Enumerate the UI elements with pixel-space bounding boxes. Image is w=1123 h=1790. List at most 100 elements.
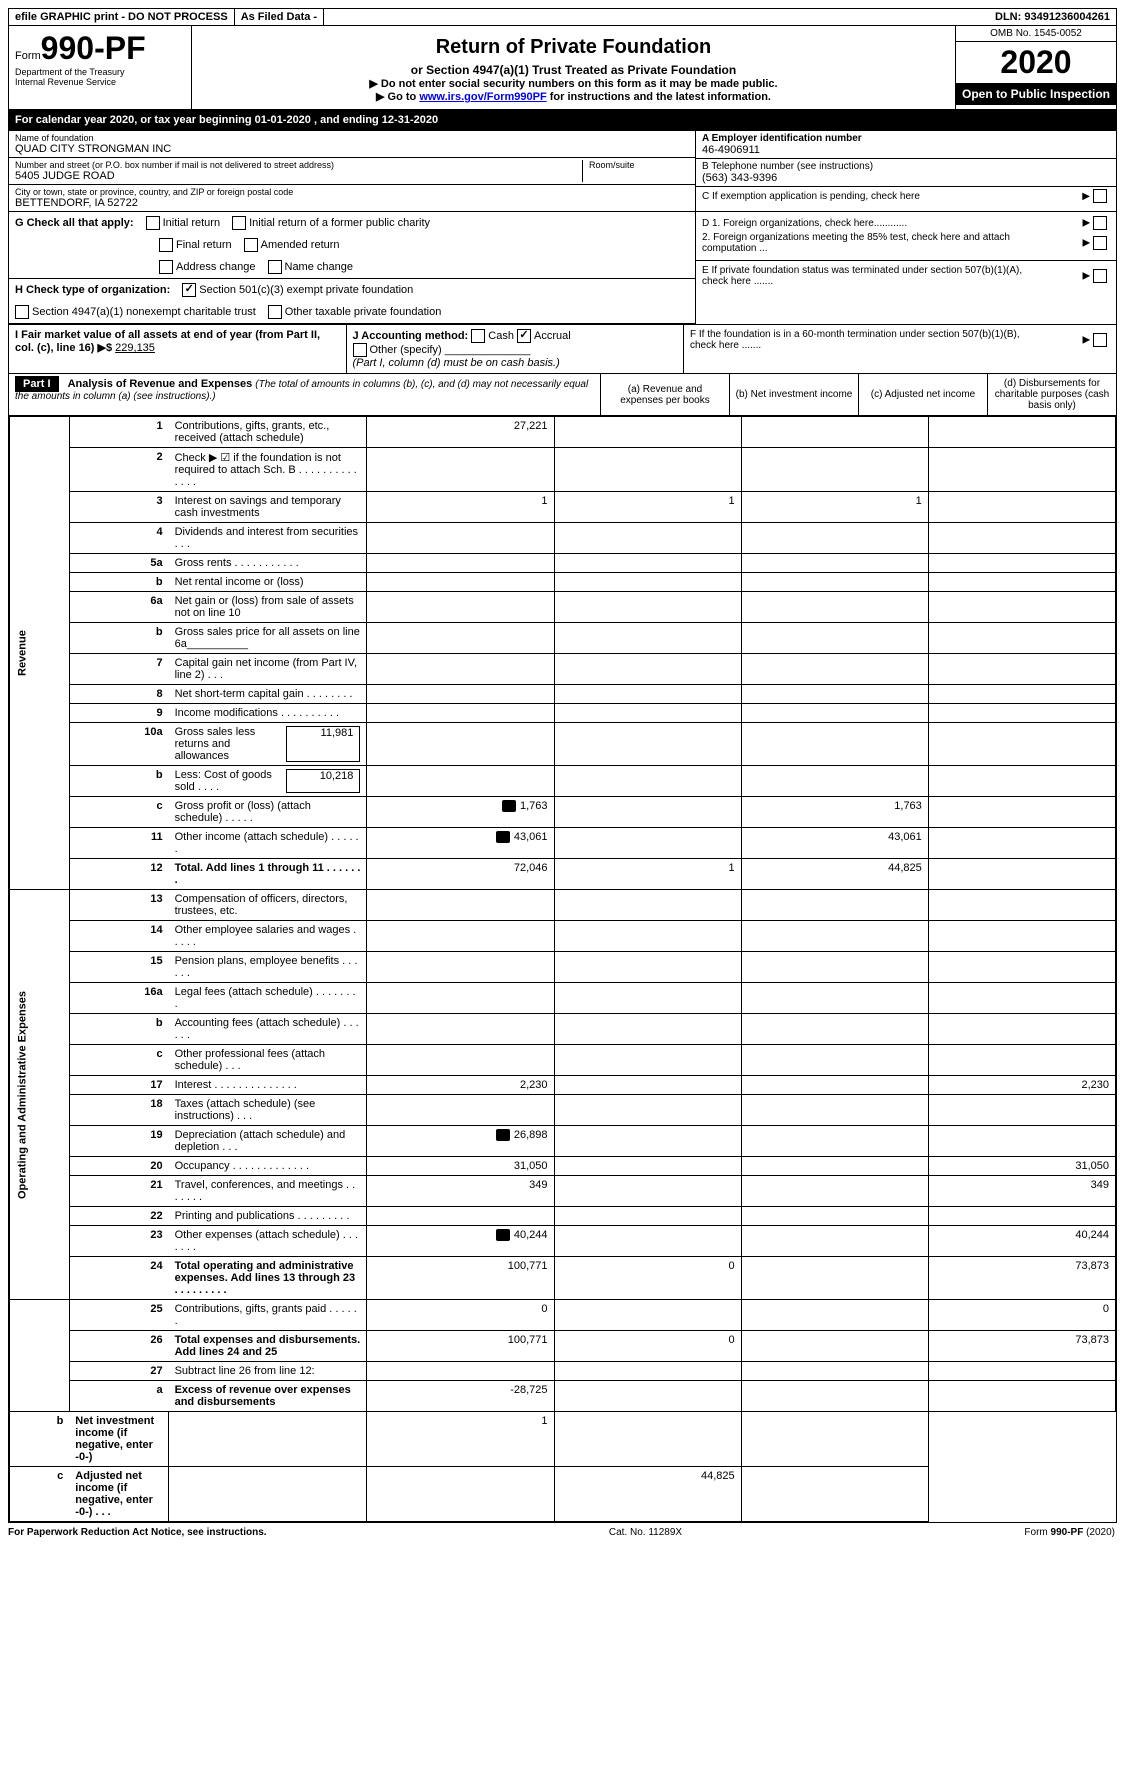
value-cell [367,448,554,492]
line-number: 22 [69,1207,168,1226]
d2-checkbox[interactable] [1093,236,1107,250]
value-cell: 27,221 [367,417,554,448]
e-checkbox[interactable] [1093,269,1107,283]
value-cell [741,685,928,704]
j-other[interactable] [353,343,367,357]
line-number: 2 [69,448,168,492]
line-description: Dividends and interest from securities .… [169,523,367,554]
j-accrual[interactable] [517,329,531,343]
f-checkbox[interactable] [1093,333,1107,347]
value-cell [367,592,554,623]
value-cell [367,1095,554,1126]
table-row: 16aLegal fees (attach schedule) . . . . … [10,983,1116,1014]
exemption-pending-checkbox[interactable] [1093,189,1107,203]
value-cell [928,797,1115,828]
value-cell [554,766,741,797]
value-cell: 44,825 [741,859,928,890]
line-number: b [10,1412,70,1467]
address-label: Number and street (or P.O. box number if… [15,160,582,170]
line-description: Compensation of officers, directors, tru… [169,890,367,921]
line-description: Subtract line 26 from line 12: [169,1362,367,1381]
line-description: Total. Add lines 1 through 11 . . . . . … [169,859,367,890]
value-cell [741,1226,928,1257]
table-row: bAccounting fees (attach schedule) . . .… [10,1014,1116,1045]
g-address-change[interactable] [159,260,173,274]
value-cell: 0 [367,1300,554,1331]
value-cell [741,448,928,492]
value-cell [741,766,928,797]
g-amended-return[interactable] [244,238,258,252]
value-cell [741,1095,928,1126]
table-row: 27Subtract line 26 from line 12: [10,1362,1116,1381]
value-cell [367,1045,554,1076]
j-label: J Accounting method: [353,330,469,342]
value-cell [554,1126,741,1157]
value-cell: 31,050 [928,1157,1115,1176]
d2-label: 2. Foreign organizations meeting the 85%… [702,232,1042,254]
foundation-name: QUAD CITY STRONGMAN INC [15,143,689,155]
line-description: Check ▶ ☑ if the foundation is not requi… [169,448,367,492]
omb-number: OMB No. 1545-0052 [956,26,1116,42]
value-cell [741,1362,928,1381]
city-label: City or town, state or province, country… [15,187,689,197]
line-number: 24 [69,1257,168,1300]
part1-header: Part I Analysis of Revenue and Expenses … [9,374,1116,416]
line-number: 18 [69,1095,168,1126]
value-cell [928,1381,1115,1412]
value-cell [554,828,741,859]
value-cell [554,890,741,921]
line-description: Depreciation (attach schedule) and deple… [169,1126,367,1157]
value-cell: 0 [928,1300,1115,1331]
city: BETTENDORF, IA 52722 [15,197,689,209]
h-501c3[interactable] [182,283,196,297]
d1-checkbox[interactable] [1093,216,1107,230]
line-description: Other professional fees (attach schedule… [169,1045,367,1076]
value-cell [741,592,928,623]
value-cell [928,592,1115,623]
g-initial-return[interactable] [146,216,160,230]
value-cell: 44,825 [554,1467,741,1522]
line-number: 1 [69,417,168,448]
dept-treasury: Department of the Treasury [15,67,185,77]
g-name-change[interactable] [268,260,282,274]
part1-title: Analysis of Revenue and Expenses [68,378,253,390]
h-4947a1[interactable] [15,305,29,319]
j-cash[interactable] [471,329,485,343]
value-cell [367,654,554,685]
table-row: 3Interest on savings and temporary cash … [10,492,1116,523]
g-initial-former[interactable] [232,216,246,230]
irs-link[interactable]: www.irs.gov/Form990PF [419,91,546,103]
i-j-f-row: I Fair market value of all assets at end… [9,325,1116,374]
table-row: bGross sales price for all assets on lin… [10,623,1116,654]
value-cell: 2,230 [367,1076,554,1095]
value-cell [741,654,928,685]
value-cell [928,890,1115,921]
value-cell [367,766,554,797]
value-cell [928,448,1115,492]
value-cell [554,1014,741,1045]
value-cell [928,523,1115,554]
table-row: 6aNet gain or (loss) from sale of assets… [10,592,1116,623]
line-description: Contributions, gifts, grants paid . . . … [169,1300,367,1331]
table-row: 2Check ▶ ☑ if the foundation is not requ… [10,448,1116,492]
table-row: Operating and Administrative Expenses13C… [10,890,1116,921]
value-cell [928,685,1115,704]
h-other-taxable[interactable] [268,305,282,319]
e-label: E If private foundation status was termi… [702,265,1042,287]
value-cell [367,921,554,952]
value-cell: 26,898 [367,1126,554,1157]
line-description: Legal fees (attach schedule) . . . . . .… [169,983,367,1014]
form-990pf: efile GRAPHIC print - DO NOT PROCESS As … [8,8,1117,1523]
value-cell: 2,230 [928,1076,1115,1095]
g-final-return[interactable] [159,238,173,252]
form-subtitle: or Section 4947(a)(1) Trust Treated as P… [198,63,949,77]
value-cell [741,1014,928,1045]
value-cell: 72,046 [367,859,554,890]
value-cell [928,1045,1115,1076]
value-cell [928,1362,1115,1381]
value-cell [928,492,1115,523]
dln: DLN: 93491236004261 [989,9,1116,25]
line-number: 25 [69,1300,168,1331]
value-cell [169,1467,367,1522]
value-cell [741,1207,928,1226]
